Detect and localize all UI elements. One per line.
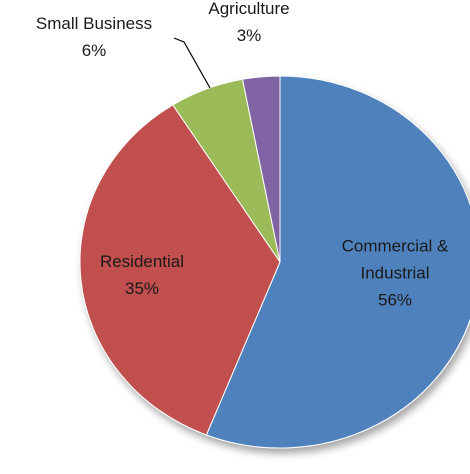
slice-value-label: 6% [82, 41, 107, 60]
slice-label-residential: Residential 35% [100, 252, 184, 298]
slice-value-label: 3% [237, 26, 262, 45]
slice-name-label: Residential [100, 252, 184, 271]
leader-lines [173, 37, 211, 89]
pie-slice-agriculture [241, 75, 281, 263]
slice-name-label: Agriculture [208, 0, 289, 18]
slice-label-agriculture: Agriculture 3% [208, 0, 289, 45]
slice-name-label: Small Business [36, 14, 152, 33]
slice-labels: Commercial & Industrial 56% Residential 35% S… [36, 0, 449, 309]
slice-value-label: 35% [125, 279, 159, 298]
slice-name-label: Industrial [361, 263, 430, 282]
pie-slices [79, 75, 470, 449]
leader-line-small-business [173, 37, 211, 89]
slice-label-small-business: Small Business 6% [36, 14, 152, 60]
slice-value-label: 56% [378, 290, 412, 309]
pie-slice-commercial-industrial [205, 75, 470, 449]
pie-slice-residential [79, 104, 281, 436]
slice-name-label: Commercial & [342, 236, 449, 255]
slice-label-commercial-industrial: Commercial & Industrial 56% [342, 236, 449, 309]
